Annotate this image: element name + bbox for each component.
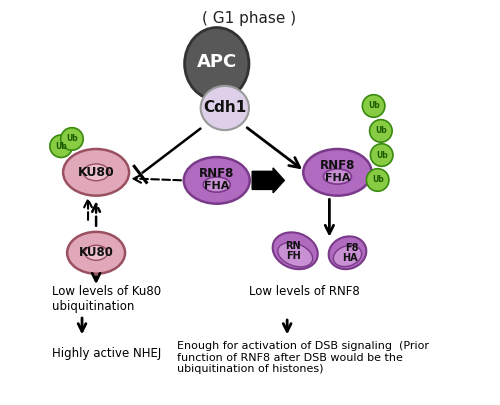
Text: Low levels of Ku80
ubiquitination: Low levels of Ku80 ubiquitination: [52, 285, 161, 313]
Text: F8: F8: [345, 243, 358, 253]
Text: Ub: Ub: [66, 134, 78, 143]
Text: Ub: Ub: [372, 175, 384, 184]
Text: Ub: Ub: [375, 126, 386, 135]
Text: FH: FH: [286, 251, 300, 260]
Text: KU80: KU80: [78, 166, 114, 179]
Ellipse shape: [63, 149, 129, 196]
Ellipse shape: [324, 169, 351, 184]
Text: APC: APC: [196, 53, 237, 71]
Ellipse shape: [184, 28, 249, 100]
Ellipse shape: [67, 232, 125, 274]
Text: Highly active NHEJ: Highly active NHEJ: [52, 347, 161, 360]
Text: FHA: FHA: [204, 181, 230, 191]
Text: ( G1 phase ): ( G1 phase ): [202, 11, 296, 26]
Ellipse shape: [334, 245, 361, 266]
Ellipse shape: [328, 237, 366, 269]
Text: KU80: KU80: [78, 246, 114, 259]
Text: RN: RN: [286, 241, 301, 251]
Ellipse shape: [203, 177, 230, 192]
Ellipse shape: [272, 232, 318, 269]
Text: RNF8: RNF8: [320, 160, 355, 173]
Ellipse shape: [83, 164, 109, 181]
Text: FHA: FHA: [324, 173, 350, 183]
Circle shape: [370, 144, 393, 166]
Circle shape: [362, 95, 385, 117]
Circle shape: [50, 135, 72, 158]
Text: Ub: Ub: [376, 151, 388, 160]
Ellipse shape: [184, 157, 250, 204]
Ellipse shape: [85, 245, 108, 260]
Text: RNF8: RNF8: [199, 167, 234, 181]
Circle shape: [60, 128, 83, 150]
Text: Enough for activation of DSB signaling  (Prior
function of RNF8 after DSB would : Enough for activation of DSB signaling (…: [176, 341, 428, 375]
Circle shape: [370, 119, 392, 142]
Ellipse shape: [303, 149, 372, 196]
Text: Low levels of RNF8: Low levels of RNF8: [249, 285, 360, 298]
Ellipse shape: [200, 86, 249, 130]
Text: Ub: Ub: [55, 142, 67, 151]
Ellipse shape: [278, 243, 312, 267]
Text: Ub: Ub: [368, 102, 380, 111]
Text: Cdh1: Cdh1: [203, 100, 246, 115]
FancyArrow shape: [252, 168, 284, 193]
Text: HA: HA: [342, 253, 357, 263]
Circle shape: [366, 169, 389, 191]
